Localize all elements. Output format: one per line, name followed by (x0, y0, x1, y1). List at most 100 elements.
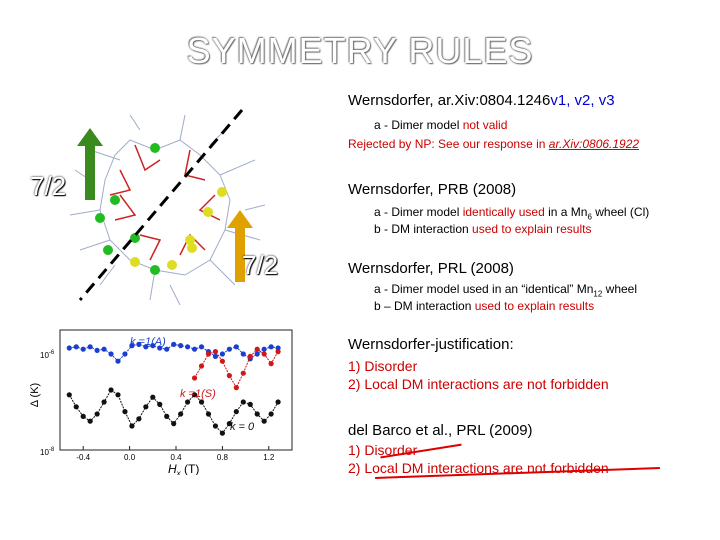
data-point (205, 411, 212, 417)
data-point (247, 401, 253, 407)
data-point (136, 341, 142, 347)
data-point (268, 344, 274, 350)
data-point (122, 409, 128, 415)
ref1-rejected: Rejected by NP: See our response in ar.X… (348, 137, 640, 151)
data-point (219, 358, 225, 364)
data-point (87, 418, 93, 424)
slide-title: SYMMETRY RULES (186, 30, 534, 71)
data-point (191, 392, 198, 398)
x-tick-label: 1.2 (263, 453, 275, 462)
data-point (198, 363, 205, 369)
data-point (108, 351, 114, 357)
data-point (254, 351, 260, 357)
ref1-title: Wernsdorfer, ar.Xiv:0804.1246v1, v2, v3 (348, 92, 615, 109)
ref3-item-a: a - Dimer model used in an “identical” M… (374, 282, 638, 299)
tunnel-splitting-plot: -0.4 0.0 0.4 0.8 1.2 Δ (K) 10-6 10-8 Hx (T) … (29, 325, 300, 478)
data-point (171, 341, 177, 347)
delbarco-item-1: 1) Disorder (348, 442, 418, 458)
data-point (157, 401, 163, 407)
data-point (101, 399, 107, 405)
ref2-item-a: a - Dimer model identically used in a Mn… (374, 205, 650, 222)
data-point (87, 344, 93, 350)
data-point (185, 399, 191, 405)
data-point (261, 418, 267, 424)
data-point (80, 413, 86, 419)
delbarco-item-2: 2) Local DM interactions are not forbidd… (348, 460, 609, 476)
data-point (191, 375, 198, 381)
data-point (73, 344, 79, 350)
ref2-title: Wernsdorfer, PRB (2008) (348, 181, 517, 198)
data-point (247, 353, 253, 359)
data-point (219, 430, 225, 436)
data-point (143, 344, 149, 350)
ref1-response-link[interactable]: ar.Xiv:0806.1922 (548, 137, 640, 151)
spin-label-left: 7/2 (30, 171, 67, 201)
data-point (150, 394, 156, 400)
data-point (94, 411, 100, 417)
data-point (261, 346, 267, 352)
spin-label-right: 7/2 (242, 250, 279, 280)
data-point (198, 399, 205, 405)
data-point (94, 347, 100, 353)
molecule-wheel-image (69, 109, 266, 306)
data-point (115, 358, 121, 364)
data-point (240, 399, 246, 405)
justification-item-2: 2) Local DM interactions are not forbidd… (348, 376, 609, 392)
justification-title: Wernsdorfer-justification: (348, 336, 514, 353)
ref3-item-b: b – DM interaction used to explain resul… (374, 299, 595, 313)
data-point (261, 351, 267, 357)
data-point (164, 413, 170, 419)
data-point (73, 404, 79, 410)
data-point (268, 361, 274, 367)
data-point (219, 351, 225, 357)
y-tick-top: 10-6 (40, 350, 55, 360)
data-point (268, 411, 274, 417)
data-point (191, 346, 198, 352)
data-point (212, 349, 219, 355)
label-k0: k = 0 (230, 421, 255, 433)
y-tick-bottom: 10-8 (40, 447, 55, 457)
data-point (254, 346, 260, 352)
x-tick-label: -0.4 (76, 453, 90, 462)
data-point (136, 416, 142, 422)
x-axis-label: Hx (T) (168, 462, 199, 475)
data-point (185, 344, 191, 350)
label-k1S: k =1(S) (180, 388, 216, 400)
ref1-item-a: a - Dimer model not valid (374, 118, 508, 132)
ref3-title: Wernsdorfer, PRL (2008) (348, 260, 514, 277)
data-point (275, 349, 281, 355)
x-tick-label: 0.8 (217, 453, 229, 462)
data-point (226, 346, 232, 352)
data-point (129, 343, 135, 349)
x-tick-label: 0.4 (170, 453, 182, 462)
ref2-item-b: b - DM interaction used to explain resul… (374, 222, 592, 236)
delbarco-title: del Barco et al., PRL (2009) (348, 422, 533, 439)
data-point (233, 409, 239, 415)
justification-item-1: 1) Disorder (348, 358, 418, 374)
spin-up-arrow-gold-icon (227, 210, 253, 282)
y-axis-label: Δ (K) (30, 383, 41, 407)
data-point (143, 404, 149, 410)
data-point (226, 373, 232, 379)
data-point (240, 370, 246, 376)
x-tick-label: 0.0 (124, 453, 136, 462)
data-point (171, 421, 177, 427)
data-point (129, 423, 135, 429)
data-point (178, 411, 184, 417)
data-point (233, 385, 239, 391)
data-point (226, 421, 232, 427)
data-point (212, 353, 219, 359)
data-point (212, 423, 219, 429)
data-point (254, 411, 260, 417)
data-point (205, 351, 212, 357)
data-point (66, 392, 72, 398)
data-point (178, 343, 184, 349)
data-point (164, 346, 170, 352)
data-point (157, 345, 163, 351)
data-point (108, 387, 114, 393)
spin-up-arrow-green-icon (77, 128, 103, 200)
data-point (233, 344, 239, 350)
label-k1A: k =1(A) (130, 336, 166, 348)
data-point (122, 351, 128, 357)
data-point (115, 392, 121, 398)
